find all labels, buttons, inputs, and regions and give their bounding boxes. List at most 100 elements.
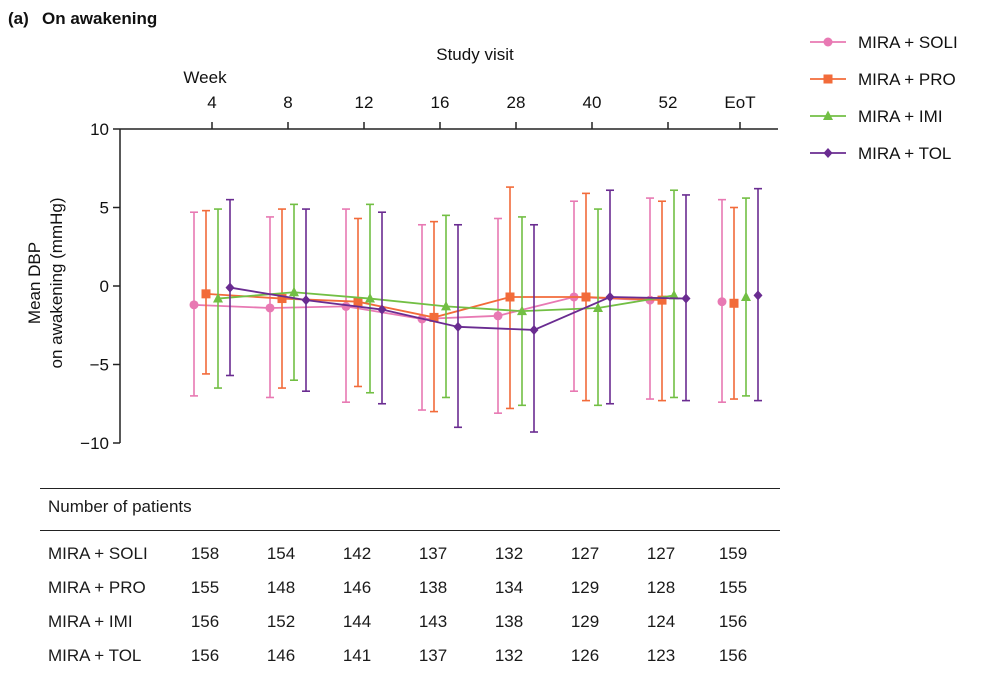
legend-marker [823, 37, 833, 47]
table-cell: 155 [718, 578, 748, 597]
legend-marker [823, 148, 833, 158]
legend-label: MIRA + SOLI [858, 33, 958, 52]
data-point [529, 324, 539, 335]
legend-label: MIRA + PRO [858, 70, 956, 89]
table-cell: 138 [418, 578, 448, 597]
legend-marker [823, 110, 833, 120]
x-tick-label: 52 [659, 93, 678, 112]
data-point [301, 295, 311, 306]
legend-label: MIRA + TOL [858, 144, 951, 163]
table-cell: 129 [570, 578, 600, 597]
data-point [669, 289, 679, 300]
data-point [453, 321, 463, 332]
data-point [353, 297, 363, 307]
patients-table-title: Number of patients [48, 497, 192, 516]
table-cell: 152 [266, 612, 296, 631]
table-cell: 127 [646, 544, 676, 563]
table-cell: 132 [494, 646, 524, 665]
table-cell: 146 [342, 578, 372, 597]
panel-label: (a) [8, 9, 29, 28]
data-point [441, 300, 451, 311]
series-3 [225, 187, 763, 433]
x-tick-label: 16 [431, 93, 450, 112]
table-cell: 156 [190, 612, 220, 631]
panel-title: On awakening [42, 9, 157, 28]
table-cell: 137 [418, 544, 448, 563]
data-point [377, 304, 387, 315]
table-cell: 156 [718, 646, 748, 665]
data-point [593, 302, 603, 312]
x-axis-week-label: Week [183, 68, 227, 87]
legend-item-1: MIRA + PRO [810, 70, 956, 89]
table-top-rule [40, 488, 780, 489]
data-point [225, 282, 235, 293]
data-point [505, 292, 515, 302]
row-label: MIRA + TOL [48, 646, 142, 665]
table-header-rule [40, 530, 780, 531]
data-point [657, 295, 667, 305]
data-point [289, 286, 299, 297]
y-axis-label-line-1: Mean DBP [25, 242, 44, 324]
data-point [681, 293, 691, 304]
table-cell: 137 [418, 646, 448, 665]
y-tick-label: 5 [100, 199, 109, 218]
series-2 [213, 189, 751, 407]
row-label: MIRA + IMI [48, 612, 133, 631]
table-cell: 129 [570, 612, 600, 631]
y-tick-label: 10 [90, 120, 109, 139]
x-tick-label: EoT [724, 93, 755, 112]
x-tick-label: 12 [355, 93, 374, 112]
data-point [201, 289, 211, 299]
x-tick-label: 28 [507, 93, 526, 112]
data-point [429, 312, 439, 322]
table-cell: 143 [418, 612, 448, 631]
y-tick-label: −5 [90, 356, 109, 375]
x-tick-label: 4 [207, 93, 216, 112]
table-cell: 127 [570, 544, 600, 563]
table-cell: 123 [646, 646, 676, 665]
row-label: MIRA + SOLI [48, 544, 148, 563]
legend-marker [823, 74, 833, 84]
legend-item-2: MIRA + IMI [810, 107, 943, 126]
table-cell: 141 [342, 646, 372, 665]
y-tick-label: 0 [100, 277, 109, 296]
x-tick-label: 8 [283, 93, 292, 112]
data-point [277, 294, 287, 304]
table-cell: 128 [646, 578, 676, 597]
table-cell: 134 [494, 578, 524, 597]
data-point [213, 293, 223, 303]
data-point [341, 301, 351, 311]
legend-label: MIRA + IMI [858, 107, 943, 126]
table-cell: 156 [190, 646, 220, 665]
table-cell: 124 [646, 612, 676, 631]
table-cell: 142 [342, 544, 372, 563]
series-1 [201, 186, 739, 413]
data-point [605, 291, 615, 302]
table-cell: 144 [342, 612, 372, 631]
data-point [729, 298, 739, 308]
dbp-line-chart: (a) On awakening Study visit Week Mean D… [8, 9, 958, 453]
table-cell: 158 [190, 544, 220, 563]
data-point [365, 293, 375, 303]
row-label: MIRA + PRO [48, 578, 146, 597]
data-point [189, 300, 199, 310]
data-point [493, 311, 503, 321]
x-axis-title: Study visit [436, 45, 514, 64]
table-cell: 159 [718, 544, 748, 563]
data-point [753, 290, 763, 301]
table-cell: 138 [494, 612, 524, 631]
table-cell: 156 [718, 612, 748, 631]
table-cell: 126 [570, 646, 600, 665]
data-point [717, 297, 727, 307]
data-point [741, 291, 751, 301]
table-cell: 155 [190, 578, 220, 597]
series-layer [189, 186, 763, 433]
data-point [265, 303, 275, 313]
table-cell: 154 [266, 544, 296, 563]
y-axis-label-line-2: on awakening (mmHg) [47, 197, 66, 368]
table-cell: 132 [494, 544, 524, 563]
data-point [517, 305, 527, 316]
table-cell: 146 [266, 646, 296, 665]
legend: MIRA + SOLI MIRA + PRO MIRA + IMI MIRA + TO… [810, 33, 958, 163]
legend-item-3: MIRA + TOL [810, 144, 951, 163]
